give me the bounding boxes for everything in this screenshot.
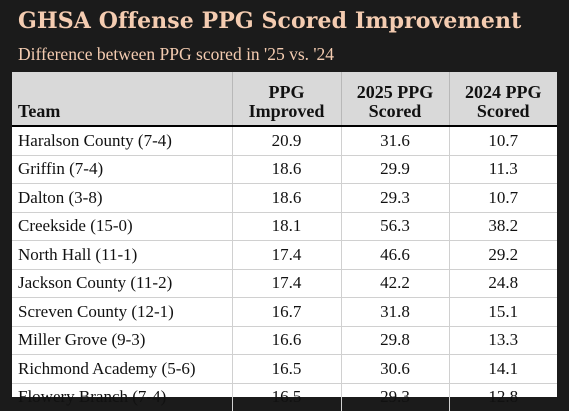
table-row: North Hall (11-1) 17.4 46.6 29.2	[12, 240, 557, 270]
column-header-2024-ppg: 2024 PPG Scored	[448, 72, 557, 127]
ppg-2025-cell: 29.3	[340, 383, 449, 411]
ppg-2024-cell: 15.1	[448, 297, 557, 327]
header-row: Team PPG Improved 2025 PPG Scored 2024 PPG…	[12, 72, 557, 127]
table-row: Flowery Branch (7-4) 16.5 29.3 12.8	[12, 383, 557, 411]
table-row: Miller Grove (9-3) 16.6 29.8 13.3	[12, 326, 557, 355]
stats-table: Team PPG Improved 2025 PPG Scored 2024 PPG…	[12, 72, 557, 411]
ppg-improved-cell: 17.4	[231, 240, 341, 270]
team-cell: Flowery Branch (7-4)	[18, 387, 167, 407]
ppg-improved-cell: 16.5	[231, 383, 341, 411]
ppg-improved-cell: 16.6	[231, 326, 341, 355]
ppg-2025-cell: 46.6	[340, 240, 449, 270]
ppg-improved-cell: 16.5	[231, 354, 341, 384]
page-title: GHSA Offense PPG Scored Improvement	[18, 8, 522, 34]
team-cell: Dalton (3-8)	[12, 183, 232, 213]
table-row: Richmond Academy (5-6) 16.5 30.6 14.1	[12, 354, 557, 384]
ppg-2025-cell: 30.6	[340, 354, 449, 384]
team-cell: Richmond Academy (5-6)	[12, 354, 232, 384]
ppg-improved-cell: 16.7	[231, 297, 341, 327]
stats-table-container: Team PPG Improved 2025 PPG Scored 2024 PPG…	[12, 72, 557, 411]
team-cell: Screven County (12-1)	[12, 297, 232, 327]
table-row: Haralson County (7-4) 20.9 31.6 10.7	[12, 126, 557, 156]
column-header-2025-ppg-line2: Scored	[368, 101, 422, 121]
ppg-2025-cell: 29.8	[340, 326, 449, 355]
column-header-2024-ppg-line1: 2024 PPG	[465, 82, 542, 102]
ppg-2025-cell: 31.8	[340, 297, 449, 327]
ppg-improved-cell: 18.6	[231, 183, 341, 213]
ppg-improved-cell: 18.1	[231, 212, 341, 241]
ppg-improved-cell: 17.4	[231, 269, 341, 298]
column-header-2025-ppg-line1: 2025 PPG	[356, 82, 434, 102]
team-cell: Creekside (15-0)	[12, 212, 232, 241]
ppg-2025-cell: 42.2	[340, 269, 449, 298]
column-header-2025-ppg: 2025 PPG Scored	[340, 72, 449, 127]
table-body: Haralson County (7-4) 20.9 31.6 10.7 Gri…	[12, 126, 557, 411]
ppg-2025-cell: 29.9	[340, 155, 449, 184]
ppg-2024-cell: 38.2	[448, 212, 557, 241]
ppg-2024-cell: 10.7	[448, 183, 557, 213]
column-header-ppg-improved-line1: PPG	[268, 82, 305, 102]
ppg-2024-cell: 13.3	[448, 326, 557, 355]
ppg-2025-cell: 31.6	[340, 126, 449, 156]
ppg-2024-cell: 11.3	[448, 155, 557, 184]
table-row: Screven County (12-1) 16.7 31.8 15.1	[12, 297, 557, 327]
ppg-2024-cell: 24.8	[448, 269, 557, 298]
team-cell: Miller Grove (9-3)	[12, 326, 232, 355]
table-header: Team PPG Improved 2025 PPG Scored 2024 PPG…	[12, 72, 557, 127]
team-cell: Jackson County (11-2)	[12, 269, 232, 298]
column-header-ppg-improved: PPG Improved	[231, 72, 341, 127]
table-row: Dalton (3-8) 18.6 29.3 10.7	[12, 183, 557, 213]
column-header-ppg-improved-line2: Improved	[248, 101, 325, 121]
ppg-improved-cell: 18.6	[231, 155, 341, 184]
ppg-2025-cell: 56.3	[340, 212, 449, 241]
ppg-2024-cell: 12.8	[448, 383, 557, 411]
ppg-2024-cell: 10.7	[448, 126, 557, 156]
page-subtitle: Difference between PPG scored in '25 vs.…	[18, 44, 335, 64]
team-cell: North Hall (11-1)	[12, 240, 232, 270]
column-header-team-label: Team	[18, 101, 61, 121]
column-header-2024-ppg-line2: Scored	[476, 101, 530, 121]
ppg-improved-cell: 20.9	[231, 126, 341, 156]
team-cell: Griffin (7-4)	[12, 155, 232, 184]
column-header-team: Team	[12, 72, 232, 127]
table-row: Creekside (15-0) 18.1 56.3 38.2	[12, 212, 557, 241]
ppg-2024-cell: 14.1	[448, 354, 557, 384]
team-cell: Haralson County (7-4)	[12, 126, 232, 156]
ppg-2025-cell: 29.3	[340, 183, 449, 213]
table-row: Jackson County (11-2) 17.4 42.2 24.8	[12, 269, 557, 298]
table-row: Griffin (7-4) 18.6 29.9 11.3	[12, 155, 557, 184]
ppg-2024-cell: 29.2	[448, 240, 557, 270]
